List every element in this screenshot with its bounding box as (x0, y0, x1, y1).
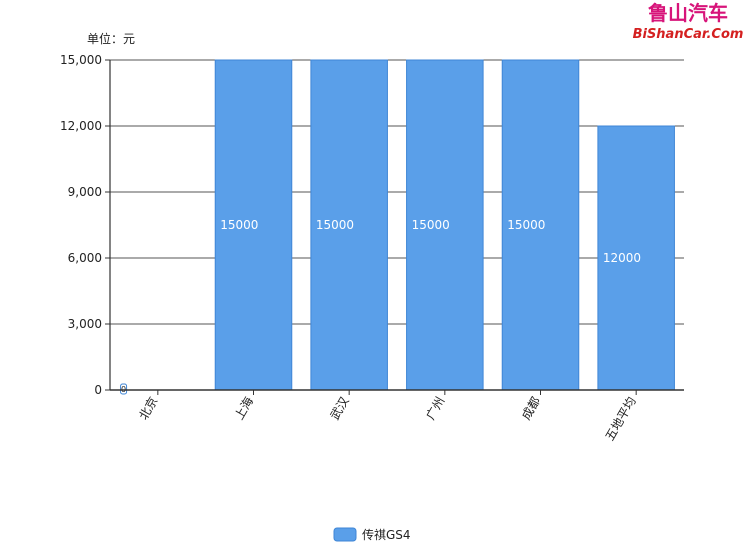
y-tick-label: 0 (94, 383, 102, 397)
watermark: 鲁山汽车 BiShanCar.Com (633, 1, 744, 42)
bar (310, 59, 388, 391)
x-tick-label: 广州 (423, 395, 447, 423)
bar-data-label: 15000 (507, 218, 545, 232)
bars: 01500015000150001500012000 (120, 59, 675, 395)
y-tick-label: 3,000 (68, 317, 102, 331)
x-tick-label: 五地平均 (603, 395, 639, 444)
y-tick-label: 15,000 (60, 53, 102, 67)
y-tick-label: 6,000 (68, 251, 102, 265)
bar-data-label: 15000 (220, 218, 258, 232)
legend-label: 传祺GS4 (362, 527, 411, 542)
y-tick-label: 9,000 (68, 185, 102, 199)
bar-data-label: 15000 (412, 218, 450, 232)
x-tick-label: 上海 (231, 394, 256, 422)
x-tick-label: 成都 (519, 395, 543, 423)
watermark-title: 鲁山汽车 (648, 1, 728, 25)
legend-swatch (333, 527, 357, 542)
unit-label: 单位：元 (87, 31, 135, 46)
bar (120, 383, 128, 395)
legend: 传祺GS4 (333, 527, 411, 542)
x-tick-label: 武汉 (328, 395, 352, 423)
x-tick-label: 北京 (136, 395, 160, 423)
bar (406, 59, 484, 391)
gridlines (110, 59, 684, 325)
watermark-site: BiShanCar.Com (633, 27, 744, 42)
bar (501, 59, 580, 391)
bar-data-label: 12000 (603, 251, 641, 265)
bar-data-label: 15000 (316, 218, 354, 232)
y-tick-label: 12,000 (60, 119, 102, 133)
bar (597, 125, 675, 391)
